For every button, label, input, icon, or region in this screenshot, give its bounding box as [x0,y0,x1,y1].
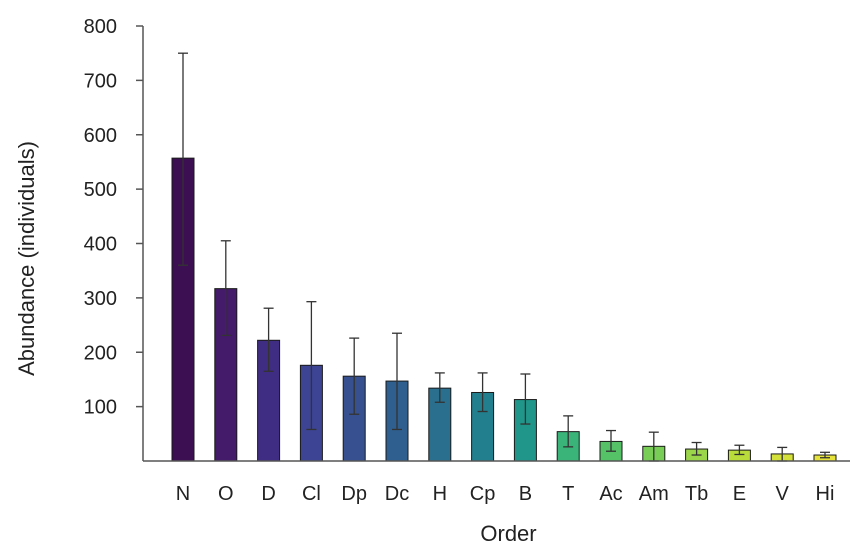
x-tick-label: N [176,483,190,505]
x-tick-label: Dc [385,483,409,505]
x-tick-label: O [218,483,234,505]
y-tick-label: 600 [84,125,117,147]
y-tick-label: 400 [84,234,117,256]
y-tick-labels: 100 200 300 400 500 600 700 800 [84,16,117,419]
y-axis-title: Abundance (individuals) [14,141,39,376]
x-tick-label: D [261,483,275,505]
bars-layer [171,157,837,462]
y-tick-label: 500 [84,179,117,201]
x-tick-label: Am [639,483,669,505]
x-tick-label: E [733,483,746,505]
axes-layer [136,25,850,462]
error-bar-cl [306,301,317,431]
x-tick-label: Cp [470,483,496,505]
x-axis-title: Order [480,521,536,546]
error-bar-d [263,307,274,372]
x-tick-label: Tb [685,483,708,505]
error-bar-o [220,240,231,337]
x-tick-label: Ac [599,483,622,505]
x-tick-label: Hi [816,483,835,505]
y-tick-label: 300 [84,288,117,310]
error-bar-h [434,372,445,403]
x-tick-label: Cl [302,483,321,505]
error-bar-n [178,52,188,266]
y-tick-label: 700 [84,70,117,92]
x-tick-label: B [519,483,532,505]
error-bar-ac [606,429,616,452]
error-bar-hi [820,451,830,459]
error-bar-e [734,444,745,456]
error-bar-tb [691,441,702,456]
error-bar-b [520,373,531,425]
x-tick-label: H [433,483,447,505]
x-tick-labels: N O D Cl Dp Dc H Cp B T Ac Am Tb E V Hi [176,483,835,505]
error-bar-dc [392,332,402,431]
error-bar-dp [349,337,360,415]
y-tick-label: 100 [84,397,117,419]
error-bars-layer [178,52,830,462]
x-tick-label: V [776,483,790,505]
x-tick-label: Dp [341,483,367,505]
y-tick-label: 200 [84,342,117,364]
x-tick-label: T [562,483,574,505]
error-bar-cp [477,372,488,413]
error-bar-t [563,415,574,448]
y-tick-label: 800 [84,16,117,38]
